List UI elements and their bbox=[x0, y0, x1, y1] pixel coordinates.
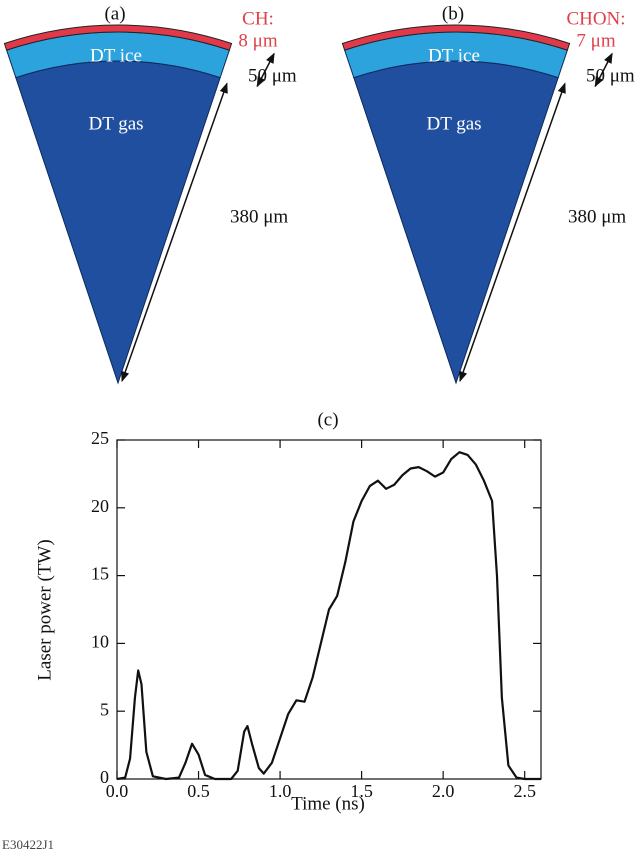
panel-label: (b) bbox=[442, 3, 464, 24]
shell-thickness: 8 μm bbox=[238, 30, 277, 51]
radius-label: 380 μm bbox=[230, 206, 288, 227]
power-line bbox=[116, 451, 541, 781]
x-tick-label: 0.5 bbox=[187, 781, 210, 801]
gas-label: DT gas bbox=[426, 113, 481, 134]
radius-arrow bbox=[459, 82, 566, 382]
x-tick-label: 1.0 bbox=[269, 781, 292, 801]
x-tick-label: 2.5 bbox=[513, 781, 536, 801]
x-tick-label: 0.0 bbox=[106, 781, 129, 801]
ice-label: DT ice bbox=[90, 45, 142, 66]
x-tick-label: 2.0 bbox=[432, 781, 455, 801]
ice-thickness: 50 μm bbox=[248, 65, 297, 86]
shell-layer bbox=[3, 24, 233, 51]
x-axis-label: Time (ns) bbox=[291, 793, 365, 814]
radius-label: 380 μm bbox=[568, 206, 626, 227]
shell-layer bbox=[341, 24, 571, 51]
shell-label: CH: bbox=[242, 8, 274, 29]
panel-label: (a) bbox=[104, 3, 125, 24]
y-tick-label: 10 bbox=[91, 632, 109, 652]
y-tick-label: 20 bbox=[91, 496, 109, 516]
y-tick-label: 25 bbox=[91, 428, 109, 448]
gas-label: DT gas bbox=[88, 113, 143, 134]
shell-label: CHON: bbox=[566, 8, 625, 29]
ice-arrow bbox=[594, 52, 613, 88]
figure-id: E30422J1 bbox=[2, 837, 54, 852]
shell-thickness: 7 μm bbox=[576, 30, 615, 51]
plot-frame bbox=[116, 439, 542, 780]
ice-label: DT ice bbox=[428, 45, 480, 66]
y-tick-label: 15 bbox=[91, 564, 109, 584]
ice-arrow bbox=[256, 52, 275, 88]
y-tick-label: 5 bbox=[100, 699, 109, 719]
gas-layer bbox=[353, 60, 559, 385]
chart-title: (c) bbox=[317, 409, 338, 430]
gas-layer bbox=[15, 60, 221, 385]
y-axis-label: Laser power (TW) bbox=[34, 539, 55, 680]
ice-thickness: 50 μm bbox=[586, 65, 635, 86]
y-tick-label: 0 bbox=[100, 767, 109, 787]
radius-arrow bbox=[121, 82, 228, 382]
x-tick-label: 1.5 bbox=[350, 781, 373, 801]
